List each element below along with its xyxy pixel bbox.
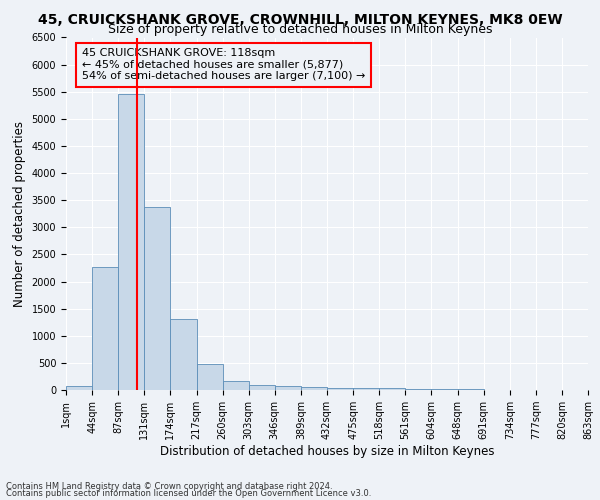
X-axis label: Distribution of detached houses by size in Milton Keynes: Distribution of detached houses by size … — [160, 445, 494, 458]
Bar — [170, 319, 197, 390]
Text: Size of property relative to detached houses in Milton Keynes: Size of property relative to detached ho… — [108, 22, 492, 36]
Bar — [406, 389, 431, 390]
Text: Contains public sector information licensed under the Open Government Licence v3: Contains public sector information licen… — [6, 490, 371, 498]
Bar — [353, 388, 379, 390]
Bar — [223, 381, 249, 390]
Bar — [379, 388, 406, 390]
Bar — [249, 385, 275, 390]
Text: 45, CRUICKSHANK GROVE, CROWNHILL, MILTON KEYNES, MK8 0EW: 45, CRUICKSHANK GROVE, CROWNHILL, MILTON… — [38, 12, 562, 26]
Bar — [431, 389, 458, 390]
Bar — [92, 267, 118, 390]
Bar — [327, 388, 353, 390]
Y-axis label: Number of detached properties: Number of detached properties — [13, 120, 26, 306]
Text: 45 CRUICKSHANK GROVE: 118sqm
← 45% of detached houses are smaller (5,877)
54% of: 45 CRUICKSHANK GROVE: 118sqm ← 45% of de… — [82, 48, 365, 82]
Bar — [66, 386, 92, 390]
Bar — [275, 386, 301, 390]
Bar — [118, 94, 145, 390]
Bar — [197, 364, 223, 390]
Text: Contains HM Land Registry data © Crown copyright and database right 2024.: Contains HM Land Registry data © Crown c… — [6, 482, 332, 491]
Bar — [145, 206, 170, 390]
Bar — [301, 387, 327, 390]
